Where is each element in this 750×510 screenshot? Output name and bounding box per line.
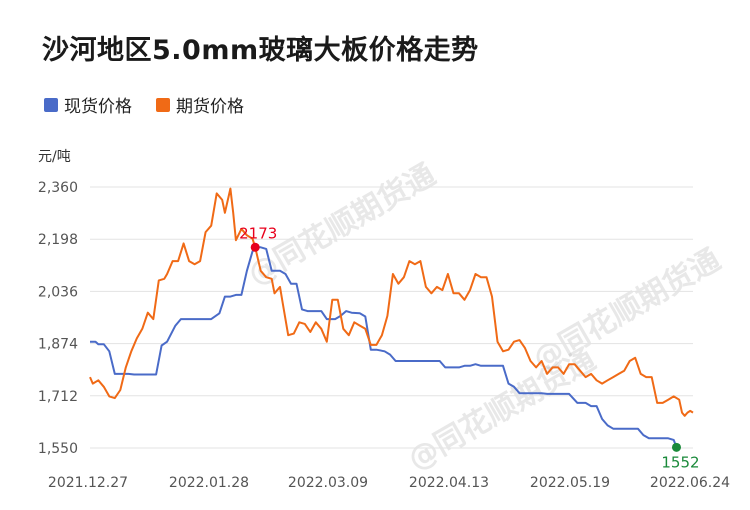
y-axis-ticks: 1,550 1,712 1,874 2,036 2,198 2,360 [38,180,78,457]
legend-swatch-spot [44,97,58,112]
x-tick-label: 2022.03.09 [288,475,368,491]
y-axis-unit: 元/吨 [38,149,71,165]
last-point-label: 1552 [661,453,699,471]
legend: 现货价格 期货价格 [44,92,244,117]
x-tick-label: 2022.06.24 [650,475,730,491]
series-lines [89,187,694,448]
legend-item-futures[interactable]: 期货价格 [156,92,244,117]
series-line-spot[interactable] [90,246,678,448]
x-tick-label: 2022.04.13 [409,475,489,491]
annotations: 2173 1552 [239,224,699,471]
legend-label-futures: 期货价格 [176,97,244,117]
series-line-futures[interactable] [89,187,694,417]
grid-lines [90,186,693,449]
legend-label-spot: 现货价格 [64,97,132,117]
y-tick-label: 2,036 [38,284,78,300]
legend-item-spot[interactable]: 现货价格 [44,92,132,117]
y-tick-label: 2,360 [38,180,78,196]
max-point-marker[interactable] [250,242,260,252]
chart-title: 沙河地区5.0mm玻璃大板价格走势 [42,35,479,66]
y-tick-label: 1,712 [38,389,78,405]
y-tick-label: 1,874 [38,337,78,353]
x-tick-label: 2022.01.28 [169,475,249,491]
x-tick-label: 2021.12.27 [48,475,128,491]
x-tick-label: 2022.05.19 [530,475,610,491]
y-tick-label: 1,550 [38,441,78,457]
y-tick-label: 2,198 [38,232,78,248]
last-point-marker[interactable] [671,442,681,452]
max-point-label: 2173 [239,224,277,242]
x-axis-ticks: 2021.12.27 2022.01.28 2022.03.09 2022.04.13… [48,475,730,491]
legend-swatch-futures [156,97,170,112]
